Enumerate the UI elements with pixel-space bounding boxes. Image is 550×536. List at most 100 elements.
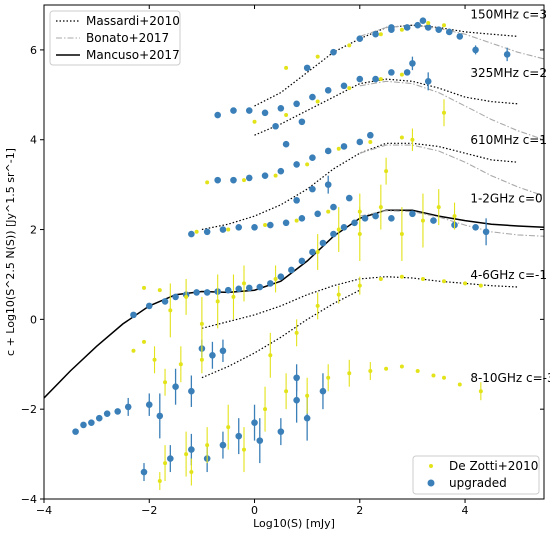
de-zotti-2010-point-51 [199, 357, 204, 362]
de-zotti-2010-point-75 [368, 369, 373, 374]
legend-lines: Massardi+2010 Bonato+2017 Mancuso+2017 [49, 10, 181, 66]
de-zotti-2010-point-7 [252, 119, 257, 124]
upgraded-point-86 [482, 228, 490, 236]
de-zotti-2010-point-30 [378, 205, 383, 210]
upgraded-point-0 [356, 35, 364, 42]
upgraded-point-80 [372, 212, 379, 220]
y-tick-label-2: 0 [30, 313, 37, 326]
de-zotti-2010-point-64 [163, 461, 168, 466]
x-tick-label-4: 4 [462, 504, 469, 517]
upgraded-point-74 [309, 248, 316, 256]
upgraded-point-20 [293, 100, 300, 108]
upgraded-point-71 [277, 273, 285, 281]
upgraded-point-31 [298, 118, 306, 126]
de-zotti-2010-point-79 [431, 373, 436, 378]
upgraded-point-28 [409, 60, 416, 67]
legend-upgraded-marker [427, 479, 435, 487]
upgraded-point-3 [403, 24, 411, 31]
legend-massardi-label: Massardi+2010 [86, 14, 180, 28]
legend-points: De Zotti+2010 upgraded [412, 455, 540, 495]
de-zotti-2010-point-4 [399, 27, 404, 32]
x-tick-label-3: 2 [356, 504, 363, 517]
upgraded-point-68 [245, 284, 253, 292]
de-zotti-2010-point-46 [131, 348, 136, 353]
upgraded-point-63 [193, 289, 200, 296]
upgraded-point-99 [209, 351, 216, 359]
de-zotti-2010-point-15 [242, 178, 246, 183]
upgraded-point-110 [277, 428, 285, 435]
upgraded-point-56 [309, 185, 316, 193]
upgraded-point-55 [293, 197, 300, 204]
band-label-3: 1-2GHz c=0 [470, 192, 542, 206]
upgraded-point-106 [235, 432, 243, 440]
upgraded-point-11 [303, 64, 311, 72]
de-zotti-2010-point-55 [336, 292, 341, 297]
band-label-2: 610MHz c=1 [470, 133, 547, 147]
upgraded-point-60 [161, 298, 169, 305]
legend-upgraded-label: upgraded [449, 476, 507, 490]
upgraded-point-103 [188, 446, 195, 453]
de-zotti-2010-point-68 [226, 425, 231, 430]
upgraded-point-113 [303, 414, 311, 422]
de-zotti-2010-point-10 [347, 86, 352, 91]
data-points [72, 17, 511, 491]
upgraded-point-83 [430, 217, 437, 224]
de-zotti-2010-point-13 [442, 110, 446, 115]
band-label-5: 8-10GHz c=-3 [470, 371, 550, 385]
de-zotti-2010-point-57 [378, 276, 383, 281]
upgraded-point-1 [372, 30, 379, 38]
upgraded-point-94 [145, 401, 153, 408]
de-zotti-2010-point-36 [157, 288, 162, 293]
upgraded-point-73 [298, 257, 306, 265]
upgraded-point-61 [172, 293, 179, 301]
x-tick-label-0: −4 [36, 504, 52, 517]
upgraded-point-75 [319, 239, 327, 247]
de-zotti-2010-point-35 [142, 285, 146, 290]
upgraded-point-18 [261, 109, 269, 117]
upgraded-point-109 [293, 396, 300, 404]
de-zotti-2010-point-44 [315, 250, 320, 254]
upgraded-point-32 [214, 176, 221, 184]
upgraded-point-14 [419, 17, 427, 25]
band-label-0: 150MHz c=3 [470, 7, 547, 21]
upgraded-point-89 [88, 419, 95, 426]
upgraded-point-66 [224, 286, 232, 294]
upgraded-point-112 [319, 387, 327, 395]
x-tick-label-1: −2 [141, 504, 157, 517]
upgraded-point-100 [219, 347, 227, 355]
de-zotti-2010-point-18 [336, 146, 341, 151]
upgraded-point-77 [340, 224, 348, 231]
de-zotti-2010-point-74 [347, 371, 352, 376]
de-zotti-2010-point-31 [399, 232, 404, 237]
upgraded-point-81 [388, 215, 395, 222]
upgraded-point-70 [267, 280, 274, 287]
upgraded-point-52 [314, 210, 321, 218]
de-zotti-2010-point-17 [305, 162, 310, 167]
upgraded-point-108 [256, 437, 264, 444]
upgraded-point-93 [124, 403, 132, 411]
de-zotti-2010-point-12 [399, 72, 404, 77]
upgraded-point-95 [156, 412, 164, 420]
curve-massardi-2010-5 [201, 289, 361, 379]
de-zotti-2010-point-60 [442, 279, 446, 284]
de-zotti-2010-point-20 [399, 135, 404, 140]
upgraded-point-35 [261, 172, 269, 179]
upgraded-point-29 [424, 78, 432, 85]
de-zotti-2010-point-76 [384, 366, 389, 371]
upgraded-point-30 [272, 122, 279, 130]
de-zotti-2010-point-71 [284, 389, 289, 394]
upgraded-point-26 [388, 69, 395, 76]
upgraded-point-97 [188, 387, 195, 395]
upgraded-point-43 [282, 140, 290, 148]
upgraded-point-78 [351, 219, 358, 227]
y-tick-label-1: −2 [21, 403, 37, 416]
de-zotti-2010-point-34 [452, 214, 457, 219]
upgraded-point-76 [330, 230, 337, 238]
de-zotti-2010-point-33 [436, 205, 441, 210]
upgraded-point-111 [293, 374, 300, 382]
upgraded-point-22 [324, 87, 332, 94]
de-zotti-2010-point-19 [368, 139, 373, 144]
upgraded-point-27 [403, 69, 411, 76]
upgraded-point-34 [245, 174, 253, 182]
